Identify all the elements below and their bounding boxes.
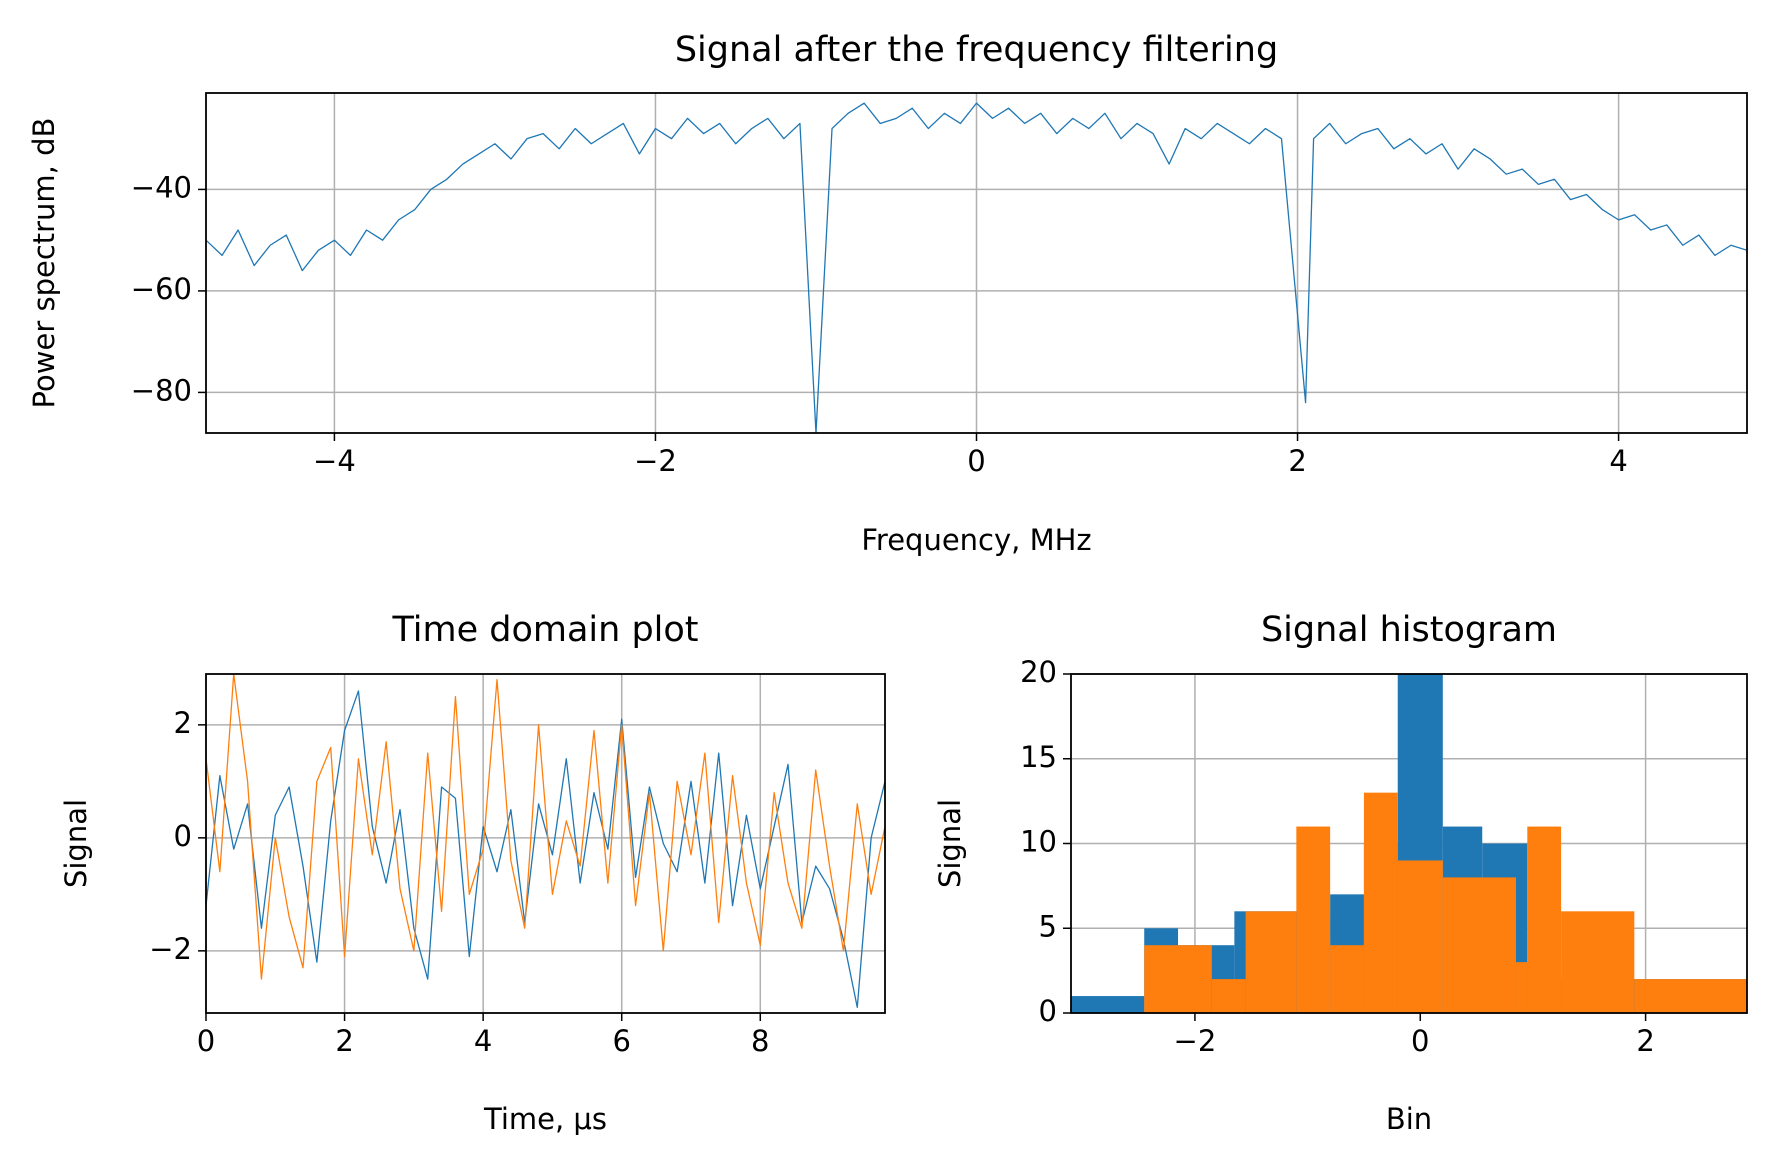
hist-bar (1397, 860, 1443, 1013)
hist-bar (1071, 996, 1145, 1013)
hist-bar (1296, 826, 1331, 1013)
hist-bar (1442, 877, 1517, 1013)
signal-line (206, 102, 1747, 433)
y-axis-label: Signal (933, 799, 967, 888)
y-tick-label: 5 (1039, 909, 1057, 943)
hist-bar (1330, 945, 1364, 1013)
y-tick-label: −40 (131, 170, 192, 204)
y-tick-label: 2 (174, 706, 192, 740)
chart-title: Signal after the frequency filtering (675, 30, 1278, 70)
y-tick-label: 20 (1020, 655, 1057, 689)
plot-area (206, 674, 885, 1008)
y-tick-label: −60 (131, 272, 192, 306)
signal-line (206, 690, 885, 1008)
y-axis-label: Power spectrum, dB (27, 118, 61, 409)
hist-bar (1211, 979, 1246, 1013)
x-tick-label: −2 (1174, 1024, 1217, 1058)
x-axis-label: Bin (1386, 1102, 1432, 1136)
hist-bar (1527, 826, 1562, 1013)
y-axis-label: Signal (59, 799, 93, 888)
axes-frame (205, 673, 886, 1014)
hist-bar (1516, 962, 1528, 1013)
chart-title: Time domain plot (391, 610, 698, 650)
y-tick-label: 10 (1020, 825, 1057, 859)
y-tick-label: 0 (174, 819, 192, 853)
x-tick-label: 2 (1288, 444, 1306, 478)
plot-area (206, 102, 1747, 433)
subplot: −4 −2 0 2 4 −40 −60 −80 Signal after the frequen… (27, 30, 1748, 557)
hist-bar (1144, 945, 1212, 1013)
y-tick-label: −2 (149, 932, 192, 966)
subplot: 0 2 4 6 8 −2 0 2 Time domain plot Time, μs Signal (59, 610, 886, 1136)
x-axis-label: Frequency, MHz (861, 523, 1091, 557)
x-tick-label: 4 (474, 1024, 492, 1058)
hist-bar (1634, 979, 1747, 1013)
x-tick-label: 8 (751, 1024, 769, 1058)
hist-bar (1561, 911, 1635, 1013)
plot-area (1071, 674, 1747, 1013)
x-tick-label: 2 (1636, 1024, 1654, 1058)
x-tick-label: 2 (335, 1024, 353, 1058)
x-tick-label: −4 (313, 444, 356, 478)
x-tick-label: 6 (612, 1024, 630, 1058)
hist-bar (1245, 911, 1297, 1013)
x-tick-label: 0 (1411, 1024, 1429, 1058)
x-axis-label: Time, μs (483, 1102, 607, 1136)
y-tick-label: 0 (1039, 994, 1057, 1028)
x-tick-label: 0 (197, 1024, 215, 1058)
y-tick-label: −80 (131, 373, 192, 407)
hist-bar (1363, 792, 1398, 1013)
x-tick-label: 4 (1609, 444, 1627, 478)
y-tick-label: 15 (1020, 740, 1057, 774)
x-tick-label: 0 (967, 444, 985, 478)
x-tick-label: −2 (634, 444, 677, 478)
chart-title: Signal histogram (1261, 610, 1557, 650)
signal-line (206, 674, 885, 980)
